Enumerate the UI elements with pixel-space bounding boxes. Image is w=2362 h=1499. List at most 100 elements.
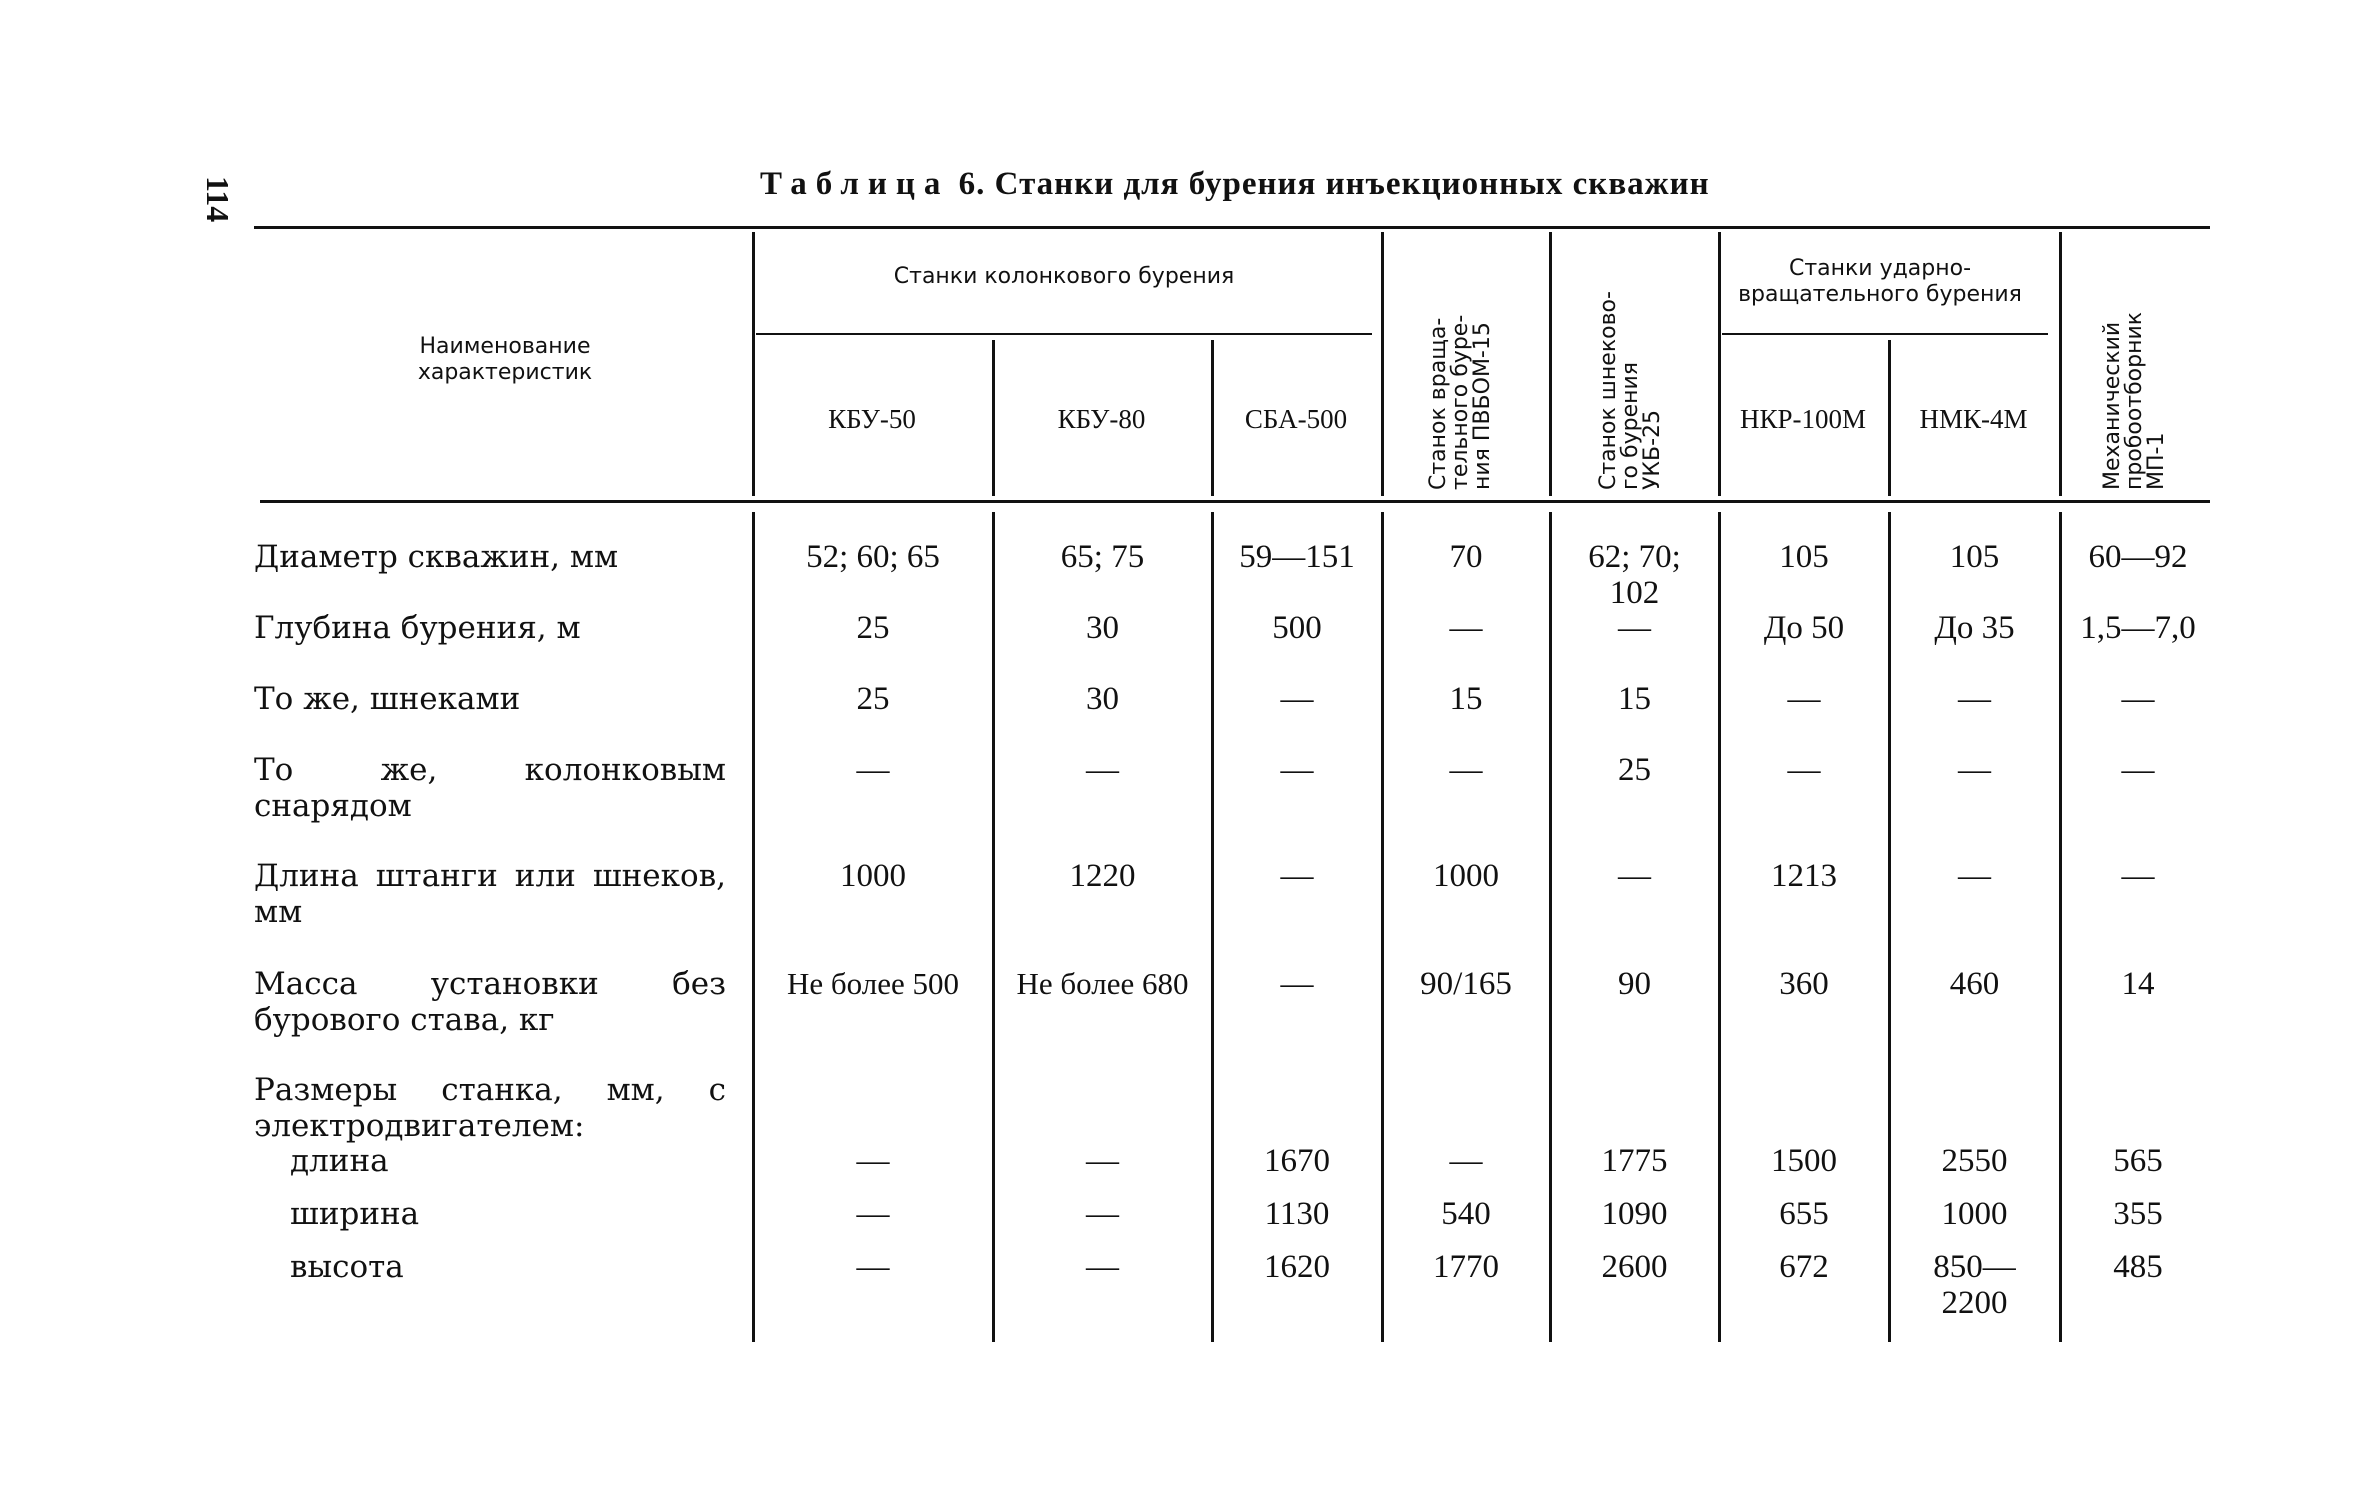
table-cell: 360 <box>1779 966 1829 1002</box>
table-cell: 25 <box>856 610 890 646</box>
table-cell: — <box>856 1249 890 1285</box>
table-cell: 70 <box>1449 539 1483 575</box>
table-cell: — <box>1958 858 1991 894</box>
table-cell: До 35 <box>1934 610 2015 646</box>
row-label: ширина <box>290 1196 420 1232</box>
column-divider <box>2059 232 2062 496</box>
header-col-sba500: СБА-500 <box>1244 404 1348 434</box>
table-cell: — <box>1280 858 1314 894</box>
table-cell: 105 <box>1949 539 2000 575</box>
column-divider <box>1888 512 1891 1342</box>
table-cell: — <box>1618 858 1651 894</box>
header-line: Станок шнеково- <box>1596 291 1621 490</box>
table-cell: — <box>1958 752 1991 788</box>
header-bottom-rule <box>260 500 2210 503</box>
page-number: 114 <box>200 176 236 223</box>
table-cell: — <box>1280 752 1314 788</box>
header-line: пробоотборник <box>2122 311 2147 490</box>
header-line: Станок враща- <box>1426 317 1451 490</box>
table-cell: 52; 60; 65 <box>806 539 940 575</box>
column-divider <box>1888 340 1891 496</box>
table-cell: 485 <box>2113 1249 2163 1285</box>
column-divider <box>1211 512 1214 1342</box>
table-cell: — <box>1086 1196 1119 1232</box>
table-cell: 1000 <box>840 858 906 894</box>
row-label: длина <box>290 1143 389 1179</box>
table-cell: — <box>2121 681 2155 717</box>
table-cell: 2550 <box>1941 1143 2008 1179</box>
table-cell: 1000 <box>1433 858 1499 894</box>
table-cell: — <box>1958 681 1991 717</box>
header-col-kbu80: КБУ-80 <box>1057 404 1146 434</box>
table-cell: 500 <box>1272 610 1322 646</box>
table-cell: 15 <box>1449 681 1483 717</box>
table-cell: 14 <box>2121 966 2155 1002</box>
table-cell: 30 <box>1086 681 1119 717</box>
column-divider <box>1718 232 1721 496</box>
table-cell: 655 <box>1779 1196 1829 1232</box>
table-cell: 65; 75 <box>1060 539 1145 575</box>
table-cell: 565 <box>2113 1143 2163 1179</box>
table-cell: До 50 <box>1763 610 1845 646</box>
row-label: Размеры станка, мм, с электродвигателем: <box>254 1072 726 1144</box>
table-cell: 850—2200 <box>1933 1249 2016 1321</box>
table-cell: — <box>856 752 890 788</box>
table-cell: — <box>856 1143 890 1179</box>
column-divider <box>2059 512 2062 1342</box>
column-divider <box>1381 512 1384 1342</box>
header-group-core: Станки колонкового бурения <box>893 264 1235 289</box>
table-cell: 1620 <box>1264 1249 1330 1285</box>
table-cell: — <box>1449 752 1483 788</box>
table-cell: — <box>1086 1249 1119 1285</box>
header-col-mp1: Механический пробоотборник МП-1 <box>2100 311 2169 490</box>
table-cell: — <box>1787 681 1821 717</box>
table-cell: 60—92 <box>2088 539 2188 575</box>
row-label: Глубина бурения, м <box>254 610 581 646</box>
table-cell: 90 <box>1618 966 1651 1002</box>
column-divider <box>1549 512 1552 1342</box>
header-col-kbu50: КБУ-50 <box>828 404 916 434</box>
table-cell: 1220 <box>1069 858 1136 894</box>
table-cell: 90/165 <box>1420 966 1512 1002</box>
table-cell: 1,5—7,0 <box>2080 610 2196 646</box>
header-line: го бурения <box>1618 361 1643 490</box>
top-rule <box>254 226 2210 229</box>
table-cell: 540 <box>1441 1196 1491 1232</box>
table-cell: 105 <box>1779 539 1829 575</box>
header-line: МП-1 <box>2144 432 2169 490</box>
header-line: Механический <box>2100 321 2125 490</box>
table-cell: — <box>856 1196 890 1232</box>
table-cell: 62; 70; 102 <box>1588 539 1681 611</box>
column-divider <box>752 512 755 1342</box>
table-cell: 30 <box>1086 610 1119 646</box>
header-col-nmk4m: НМК-4М <box>1919 404 2028 434</box>
group-core-rule <box>756 333 1372 335</box>
table-cell: — <box>1086 752 1119 788</box>
table-cell: — <box>1086 1143 1119 1179</box>
table-title-prefix: Таблица <box>760 166 950 202</box>
table-cell: — <box>1449 1143 1483 1179</box>
row-label: Диаметр скважин, мм <box>254 539 619 575</box>
header-line: ния ПВБОМ-15 <box>1470 322 1495 490</box>
row-label: Масса установки без бурового става, кг <box>254 966 726 1038</box>
table-cell: 1090 <box>1601 1196 1668 1232</box>
column-divider <box>992 512 995 1342</box>
column-divider <box>1718 512 1721 1342</box>
table-cell: 59—151 <box>1239 539 1355 575</box>
table-title-text: 6. Станки для бурения инъекционных скваж… <box>958 166 1710 202</box>
table-cell: — <box>1449 610 1483 646</box>
header-characteristic: Наименование характеристик <box>417 334 593 385</box>
table-cell: Не более 500 <box>787 966 959 1001</box>
row-label: высота <box>290 1249 404 1285</box>
column-divider <box>1211 340 1214 496</box>
column-divider <box>1381 232 1384 496</box>
row-label: Длина штанги или шнеков, мм <box>254 858 726 930</box>
table-cell: — <box>1280 681 1314 717</box>
header-col-nkr100m: НКР-100М <box>1739 404 1867 434</box>
table-cell: Не более 680 <box>1016 966 1189 1001</box>
table-cell: — <box>1618 610 1651 646</box>
header-group-percussion: Станки ударно-вращательного бурения <box>1738 256 2022 307</box>
header-col-pvbom15: Станок враща- тельного буре- ния ПВБОМ-1… <box>1426 315 1495 490</box>
row-label: То же, шнеками <box>254 681 521 717</box>
column-divider <box>752 232 755 496</box>
